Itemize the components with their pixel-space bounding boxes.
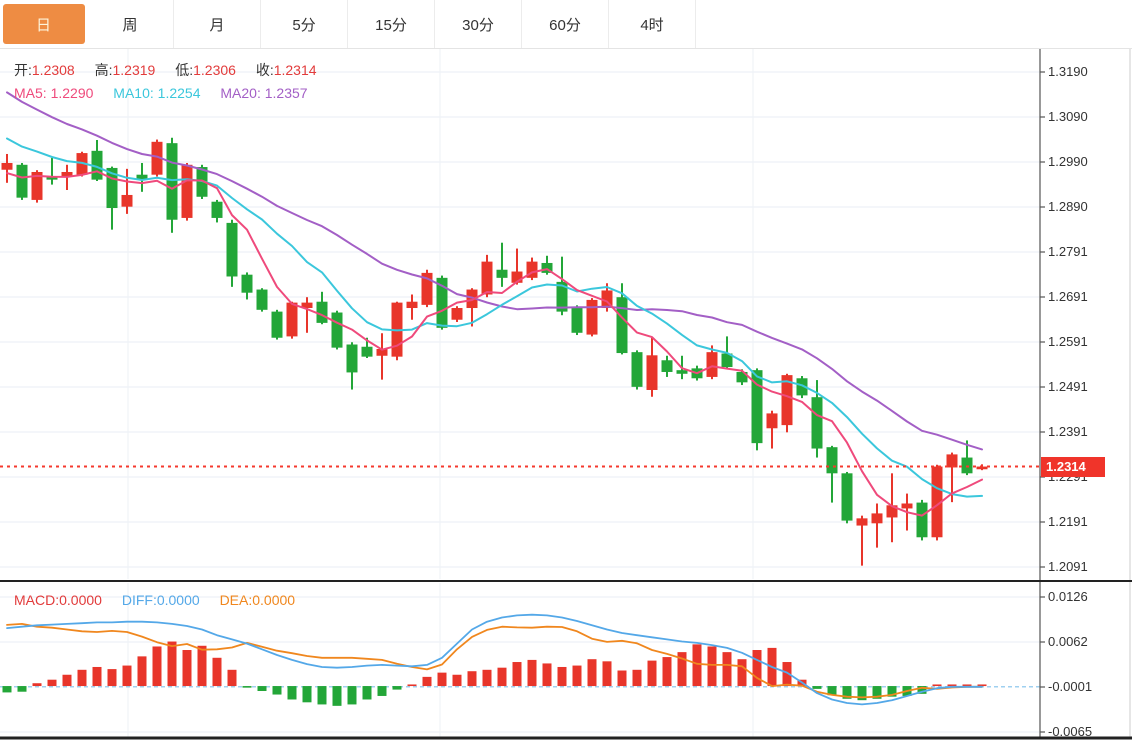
price-axis-label: 1.2791	[1048, 244, 1088, 259]
current-price-badge: 1.2314	[1041, 457, 1105, 477]
open-readout: 开:1.2308	[14, 62, 75, 78]
axis-frame	[0, 48, 1132, 740]
tab-m60[interactable]: 60分	[522, 0, 609, 48]
ma-lines	[6, 91, 983, 517]
tab-week[interactable]: 周	[87, 0, 174, 48]
price-axis-label: 1.2391	[1048, 424, 1088, 439]
ma-legend: MA5: 1.2290 MA10: 1.2254 MA20: 1.2357	[14, 85, 324, 101]
tab-m30[interactable]: 30分	[435, 0, 522, 48]
macd-axis-label: 0.0126	[1048, 589, 1088, 604]
price-axis-label: 1.2890	[1048, 199, 1088, 214]
macd-axis-label: 0.0062	[1048, 634, 1088, 649]
price-axis-label: 1.3090	[1048, 109, 1088, 124]
price-axis-label: 1.2990	[1048, 154, 1088, 169]
price-axis-label: 1.2191	[1048, 514, 1088, 529]
tab-month[interactable]: 月	[174, 0, 261, 48]
price-axis-label: 1.2491	[1048, 379, 1088, 394]
macd-axis-label: -0.0001	[1048, 679, 1093, 694]
dea-readout: DEA:0.0000	[219, 592, 296, 608]
tab-day[interactable]: 日	[0, 0, 87, 48]
price-axis-label: 1.3190	[1048, 64, 1088, 79]
ma10-readout: MA10: 1.2254	[113, 85, 201, 101]
macd-lines	[6, 613, 983, 706]
diff-readout: DIFF:0.0000	[121, 592, 200, 608]
tab-m15[interactable]: 15分	[348, 0, 435, 48]
ma20-readout: MA20: 1.2357	[220, 85, 308, 101]
low-readout: 低:1.2306	[175, 62, 236, 78]
macd-axis-label: -0.0065	[1048, 724, 1093, 739]
macd-histogram	[2, 641, 987, 706]
price-axis-label: 1.2091	[1048, 559, 1088, 574]
macd-legend: MACD:0.0000 DIFF:0.0000 DEA:0.0000	[14, 592, 311, 608]
macd-readout: MACD:0.0000	[14, 592, 102, 608]
price-axis-label: 1.2591	[1048, 334, 1088, 349]
price-axis-label: 1.2691	[1048, 289, 1088, 304]
close-readout: 收:1.2314	[255, 62, 317, 78]
tab-m5[interactable]: 5分	[261, 0, 348, 48]
ma5-readout: MA5: 1.2290	[14, 85, 94, 101]
timeframe-tabbar: 日周月 5分 15分 30分 60分 4时	[0, 0, 1132, 49]
ohlc-legend: 开:1.2308 高:1.2319 低:1.2306 收:1.2314	[14, 60, 333, 80]
tab-h4[interactable]: 4时	[609, 0, 696, 48]
candles-layer	[1, 137, 988, 566]
high-readout: 高:1.2319	[94, 62, 156, 78]
